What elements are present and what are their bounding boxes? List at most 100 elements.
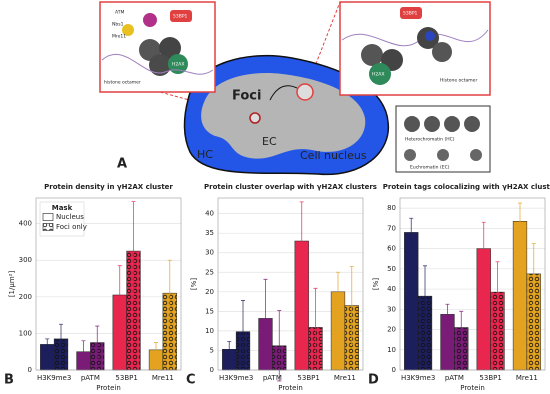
inset-text: H2AX xyxy=(372,72,384,78)
error-bar xyxy=(335,271,340,312)
hc-label: HC xyxy=(197,148,213,161)
error-bar xyxy=(445,303,450,325)
inset-text: Nbs1 xyxy=(112,22,124,28)
y-tick-label: 30 xyxy=(205,249,214,257)
error-bar xyxy=(299,201,304,281)
x-tick-label: H3K9me3 xyxy=(401,374,435,382)
x-tick-label: 53BP1 xyxy=(297,374,319,382)
nucleosome xyxy=(149,54,171,76)
y-tick-label: 40 xyxy=(205,210,214,218)
diagram: Foci EC HC Cell nucleus A ATM 53BP1 Nbs1… xyxy=(99,1,491,176)
charts: Protein density in γH2AX cluster B [1/μm²]… xyxy=(4,183,550,392)
nucleosome xyxy=(432,42,452,62)
y-tick-label: 0 xyxy=(392,366,396,374)
error-bar xyxy=(277,310,282,382)
error-bar xyxy=(131,201,136,301)
protein xyxy=(400,7,422,19)
error-bar xyxy=(95,325,100,360)
nucleus-label: Cell nucleus xyxy=(300,149,367,162)
x-tick-label: Mre11 xyxy=(152,374,174,382)
x-tick-label: 53BP1 xyxy=(115,374,137,382)
error-bar xyxy=(59,323,64,354)
chart-title: Protein density in γH2AX cluster xyxy=(44,183,173,191)
focus xyxy=(249,112,261,124)
error-bar xyxy=(241,300,246,364)
x-axis-label: Protein xyxy=(96,384,121,392)
y-tick-label: 300 xyxy=(19,256,32,264)
y-tick-label: 10 xyxy=(205,327,214,335)
y-axis-label: [%] xyxy=(372,278,380,290)
x-tick-label: H3K9me3 xyxy=(219,374,253,382)
panel-label: A xyxy=(117,157,127,172)
y-tick-label: 25 xyxy=(205,268,214,276)
x-tick-label: 53BP1 xyxy=(479,374,501,382)
error-bar xyxy=(153,342,158,358)
arrow xyxy=(269,85,298,101)
legend-label: Foci only xyxy=(56,223,87,231)
plot-frame xyxy=(217,197,364,371)
error-bar xyxy=(423,265,428,327)
x-axis-label: Protein xyxy=(460,384,485,392)
y-tick-label: 0 xyxy=(28,366,32,374)
inset-text: H2AX xyxy=(172,62,184,68)
plot-frame xyxy=(35,197,182,371)
x-tick-label: pATM xyxy=(445,374,464,382)
legend-swatch xyxy=(42,223,54,231)
inset-text: histone octamer xyxy=(104,80,141,86)
h2ax xyxy=(168,54,188,74)
protein xyxy=(122,24,134,36)
y-tick-label: 80 xyxy=(387,204,396,212)
y-tick-label: 5 xyxy=(210,346,214,354)
y-tick-label: 400 xyxy=(19,220,32,228)
inset-text: ATM xyxy=(115,10,124,16)
error-bar xyxy=(313,287,318,367)
chart-title: Protein tags colocalizing with γH2AX clu… xyxy=(383,183,550,191)
y-tick-label: 35 xyxy=(205,229,214,237)
error-bar xyxy=(495,261,500,323)
legend-text: Euchromatin (EC) xyxy=(410,165,450,171)
y-axis-label: [1/μm²] xyxy=(8,271,16,298)
error-bar xyxy=(459,310,464,345)
error-bar xyxy=(349,266,354,345)
y-tick-label: 10 xyxy=(387,346,396,354)
panel-label: B xyxy=(4,373,14,388)
legend-label: Nucleus xyxy=(56,213,84,221)
h2ax xyxy=(369,63,391,85)
nucleosome xyxy=(464,116,480,132)
y-tick-label: 15 xyxy=(205,307,214,315)
x-tick-label: H3K9me3 xyxy=(37,374,71,382)
y-tick-label: 100 xyxy=(19,329,32,337)
x-tick-label: Mre11 xyxy=(516,374,538,382)
inset-text: Histone octamer xyxy=(440,78,477,84)
error-bar xyxy=(263,278,268,358)
panel-label: D xyxy=(368,373,379,388)
nucleosome xyxy=(470,149,482,161)
chart-title: Protein cluster overlap with γH2AX clust… xyxy=(204,183,377,191)
plot-frame xyxy=(399,197,546,371)
nucleosome xyxy=(404,116,420,132)
error-bar xyxy=(167,259,172,327)
error-bar xyxy=(531,243,536,305)
error-bar xyxy=(227,341,232,358)
error-bar xyxy=(409,217,414,247)
protein xyxy=(170,10,192,22)
x-tick-label: pATM xyxy=(81,374,100,382)
x-tick-label: Mre11 xyxy=(334,374,356,382)
foci-label: Foci xyxy=(232,89,261,104)
error-bar xyxy=(45,338,50,351)
nucleosome xyxy=(361,44,383,66)
legend-swatch xyxy=(42,213,54,221)
dna xyxy=(101,53,214,75)
nucleosome xyxy=(404,149,416,161)
error-bar xyxy=(517,202,522,240)
y-axis-label: [%] xyxy=(190,278,198,290)
bar xyxy=(404,232,419,371)
y-tick-label: 0 xyxy=(210,366,214,374)
nucleosome xyxy=(159,37,181,59)
error-bar xyxy=(481,221,486,276)
x-axis-label: Protein xyxy=(278,384,303,392)
protein xyxy=(143,13,157,27)
y-tick-label: 40 xyxy=(387,285,396,293)
legend-title: Mask xyxy=(52,204,73,212)
